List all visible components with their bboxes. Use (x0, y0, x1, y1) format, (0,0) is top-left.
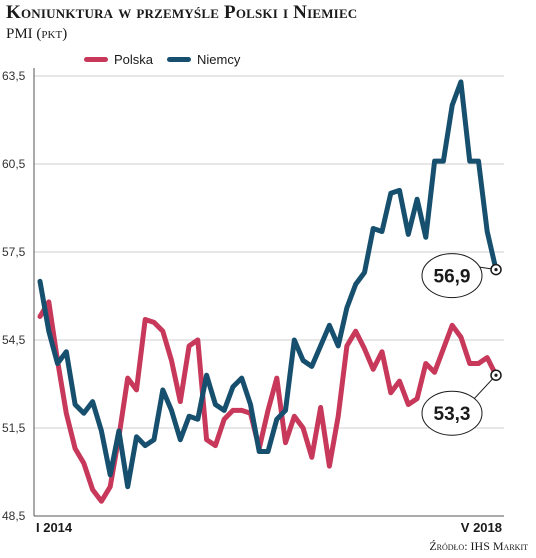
y-tick-label: 60,5 (2, 157, 26, 171)
y-tick-label: 57,5 (2, 245, 26, 259)
legend-label-niemcy: Niemcy (197, 52, 241, 67)
chart-title: Koniunktura w przemyśle Polski i Niemiec (6, 2, 358, 23)
end-label-bubble (421, 253, 483, 299)
end-value-label: 53,3 (434, 404, 471, 425)
y-tick-label: 48,5 (2, 509, 26, 523)
series-line-niemcy (37, 79, 499, 490)
legend-swatch-niemcy (167, 57, 192, 62)
y-tick-label: 54,5 (2, 333, 26, 347)
y-tick-label: 51,5 (2, 421, 26, 435)
legend: Polska Niemcy (84, 52, 254, 67)
legend-swatch-polska (84, 57, 108, 62)
end-marker-dot (494, 268, 498, 272)
x-tick-label: I 2014 (36, 520, 73, 535)
y-tick-label: 63,5 (2, 69, 26, 83)
legend-item-niemcy: Niemcy (167, 52, 240, 67)
end-label-bubble (421, 390, 483, 436)
legend-item-polska: Polska (84, 52, 153, 67)
end-value-label: 56,9 (434, 267, 471, 288)
chart-subtitle: PMI (pkt) (6, 26, 68, 42)
source-note: Źródło: IHS Markit (429, 539, 528, 553)
legend-label-polska: Polska (114, 52, 154, 67)
end-marker-dot (494, 373, 498, 377)
x-tick-label: V 2018 (461, 520, 502, 535)
